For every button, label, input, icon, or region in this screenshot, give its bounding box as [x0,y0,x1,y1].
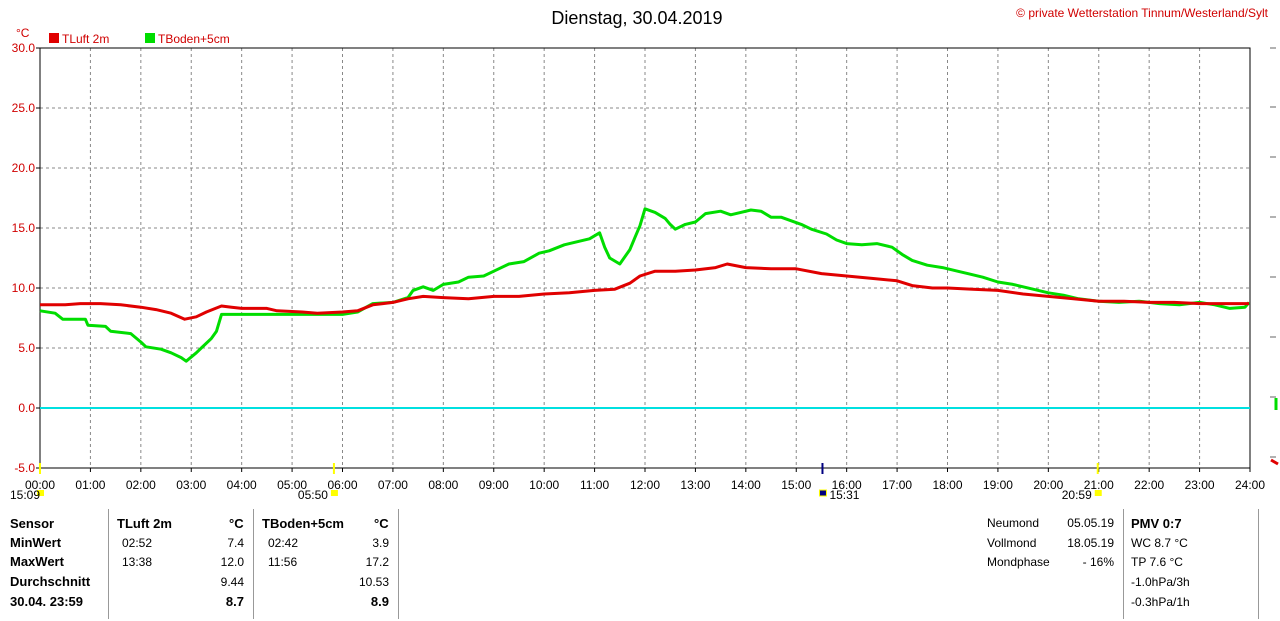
x-tick-label: 20:00 [1033,478,1063,492]
y-tick-label: 5.0 [18,341,35,355]
time-marker-label: 15:09 [10,488,40,502]
time-marker-symbol [330,490,338,496]
right-edge-red-mark [1270,458,1279,466]
y-axis-unit: °C [16,26,30,40]
x-tick-label: 13:00 [680,478,710,492]
x-tick-label: 05:00 [277,478,307,492]
y-tick-label: 25.0 [12,101,36,115]
time-marker-label: 15:31 [829,488,859,502]
x-tick-label: 01:00 [75,478,105,492]
vollmond-label: Vollmond [987,536,1037,550]
divider [108,509,109,619]
mondphase-value: - 16% [1082,555,1114,569]
vollmond-date: 18.05.19 [1067,536,1114,550]
legend-label-tluft: TLuft 2m [62,32,109,46]
time-marker-label: 20:59 [1062,488,1092,502]
neumond-date: 05.05.19 [1067,516,1114,530]
x-axis: 00:00 01:00 02:00 03:00 04:00 05:00 06:00 07:00… [25,468,1265,492]
col1-avg-value: 9.44 [220,575,244,589]
mondphase-label: Mondphase [987,555,1050,569]
col1-header: TLuft 2m [117,516,172,531]
col1-min-value: 7.4 [227,536,244,550]
col2-max-time: 11:56 [268,555,298,569]
x-tick-label: 10:00 [529,478,559,492]
y-tick-label: 30.0 [12,41,36,55]
y-tick-label: -5.0 [14,461,35,475]
x-tick-label: 17:00 [882,478,912,492]
col1-max-time: 13:38 [122,555,153,569]
x-tick-label: 19:00 [983,478,1013,492]
col1-unit: °C [229,516,244,531]
y-axis: 30.0 25.0 20.0 15.0 10.0 5.0 0.0 -5.0 [12,41,40,475]
x-tick-label: 16:00 [832,478,862,492]
pmv-pressure-3h: -1.0hPa/3h [1131,575,1190,589]
x-tick-label: 24:00 [1235,478,1265,492]
x-tick-label: 15:00 [781,478,811,492]
col2-header: TBoden+5cm [262,516,344,531]
x-tick-label: 12:00 [630,478,660,492]
time-marker-symbol [818,489,827,497]
max-label: MaxWert [10,554,64,569]
x-tick-label: 11:00 [580,478,609,492]
series-lines [39,207,1251,409]
x-tick-label: 21:00 [1084,478,1114,492]
time-marker-symbol [37,490,44,496]
pmv-windchill: WC 8.7 °C [1131,536,1188,550]
divider [398,509,399,619]
x-tick-label: 08:00 [428,478,458,492]
time-marker-symbol [1094,490,1102,496]
temperature-chart: Dienstag, 30.04.2019 © private Wettersta… [10,6,1279,502]
col2-avg-value: 10.53 [358,575,389,589]
y-tick-label: 20.0 [12,161,36,175]
legend-label-tboden: TBoden+5cm [158,32,230,46]
avg-label: Durchschnitt [10,574,91,589]
x-tick-label: 04:00 [227,478,257,492]
grid [40,48,1250,468]
pmv-pressure-1h: -0.3hPa/1h [1131,595,1190,609]
chart-title: Dienstag, 30.04.2019 [551,8,722,28]
divider [1258,509,1259,619]
col2-max-value: 17.2 [365,555,389,569]
date-label: 30.04. 23:59 [10,594,84,609]
pmv-dewpoint: TP 7.6 °C [1131,555,1183,569]
col1-min-time: 02:52 [122,536,153,550]
x-tick-label: 07:00 [378,478,408,492]
sensor-label: Sensor [10,516,55,531]
x-tick-label: 18:00 [932,478,962,492]
x-tick-label: 02:00 [126,478,156,492]
x-tick-label: 23:00 [1185,478,1215,492]
col1-max-value: 12.0 [220,555,244,569]
divider [253,509,254,619]
col2-min-time: 02:42 [268,536,299,550]
right-edge-scale [1270,47,1279,466]
x-tick-label: 03:00 [176,478,206,492]
col2-current-value: 8.9 [370,594,389,609]
copyright-text: © private Wetterstation Tinnum/Westerlan… [1016,6,1269,20]
y-tick-label: 10.0 [12,281,36,295]
x-tick-label: 14:00 [731,478,761,492]
col1-current-value: 8.7 [225,594,244,609]
pmv-title: PMV 0:7 [1131,516,1182,531]
series-line-1 [39,207,1251,363]
x-tick-label: 00:00 [25,478,55,492]
divider [1123,509,1124,619]
min-label: MinWert [10,535,62,550]
series-line-0 [40,262,1249,321]
col2-min-value: 3.9 [372,536,389,550]
x-tick-label: 09:00 [479,478,509,492]
legend-swatch-tboden [145,33,155,43]
statistics-panel: Sensor MinWert MaxWert Durchschnitt 30.0… [0,509,1280,621]
time-marker-label: 05:50 [298,488,328,502]
time-markers: 15:09 05:50 15:31 20:59 [10,463,1102,502]
y-tick-label: 0.0 [18,401,35,415]
neumond-label: Neumond [987,516,1040,530]
x-tick-label: 06:00 [327,478,357,492]
legend-swatch-tluft [49,33,59,43]
y-tick-label: 15.0 [12,221,36,235]
col2-unit: °C [374,516,389,531]
x-tick-label: 22:00 [1134,478,1164,492]
